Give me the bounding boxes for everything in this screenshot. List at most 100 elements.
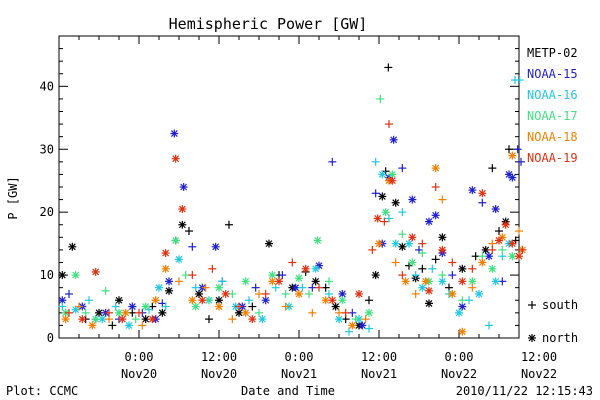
data-point [255, 308, 263, 317]
series-noaa-15 [58, 129, 525, 330]
plot-frame [58, 35, 520, 339]
data-point [245, 296, 253, 305]
data-point [471, 252, 480, 261]
legend-entry: NOAA-18 [527, 130, 578, 144]
data-point [478, 198, 487, 207]
series-metp-02 [58, 63, 520, 330]
data-point [481, 245, 490, 254]
data-point [458, 264, 467, 273]
data-point [508, 239, 517, 248]
data-point [65, 289, 73, 298]
data-point [468, 186, 477, 195]
data-point [248, 315, 257, 324]
data-point [191, 302, 200, 311]
data-point [488, 264, 497, 273]
data-point [188, 242, 197, 251]
y-tick-label: 0 [47, 331, 54, 345]
data-point [515, 227, 523, 236]
data-point [368, 245, 377, 254]
data-point [178, 220, 187, 229]
data-point [118, 315, 127, 324]
data-point [495, 236, 503, 245]
data-point [448, 271, 457, 280]
data-point [438, 195, 447, 204]
data-point [215, 296, 223, 305]
data-point [505, 145, 513, 154]
data-point [418, 239, 427, 248]
data-point [208, 264, 217, 273]
data-point [355, 289, 363, 298]
data-point [408, 195, 417, 204]
data-point [381, 208, 390, 217]
data-point [328, 296, 337, 305]
data-point [425, 217, 433, 226]
data-point [431, 255, 440, 264]
data-point [278, 271, 287, 280]
data-point [179, 183, 188, 191]
data-point [85, 296, 93, 305]
data-point [141, 315, 150, 324]
data-point [373, 214, 382, 223]
data-point [398, 271, 407, 280]
legend-symbol [528, 334, 536, 342]
x-tick-date: Nov20 [121, 367, 157, 381]
data-point [498, 277, 507, 286]
data-point [175, 255, 183, 264]
data-point [225, 220, 233, 229]
data-point [305, 289, 313, 298]
data-point [361, 315, 370, 324]
x-axis-label: Date and Time [241, 384, 335, 398]
data-point [458, 327, 467, 336]
data-point [491, 205, 500, 214]
data-point [398, 208, 407, 217]
data-point [91, 315, 100, 324]
data-point [385, 120, 393, 129]
data-point [198, 296, 207, 305]
data-point [188, 271, 197, 280]
data-point [105, 308, 113, 317]
data-point [178, 205, 187, 214]
data-point [365, 308, 373, 317]
y-tick-label: 40 [40, 79, 54, 93]
data-point [205, 315, 213, 324]
data-point [311, 277, 320, 286]
x-tick-date: Nov21 [361, 367, 397, 381]
data-point [228, 315, 237, 324]
data-point [448, 258, 457, 267]
data-point [431, 183, 440, 191]
data-point [508, 151, 517, 160]
data-point [478, 189, 487, 198]
data-point [325, 289, 333, 298]
data-point [78, 315, 87, 324]
plot-timestamp: 2010/11/22 12:15:43 [456, 384, 593, 398]
legend-symbol-label: north [542, 331, 578, 345]
data-point [468, 264, 477, 273]
legend-entry: NOAA-15 [527, 67, 578, 81]
data-point [405, 239, 413, 248]
data-point [468, 283, 477, 292]
data-point [488, 164, 497, 173]
data-point [398, 242, 407, 251]
data-point [191, 283, 200, 292]
data-point [281, 302, 290, 311]
data-point [391, 258, 400, 267]
data-point [495, 227, 503, 236]
x-axis: 0:00 Nov20 12:00 Nov20 0:00 Nov21 12:00 Nov21 0:… [58, 36, 557, 381]
data-point [101, 286, 110, 295]
data-point [458, 277, 467, 286]
data-point [271, 283, 280, 292]
data-point [185, 227, 193, 236]
data-point [398, 230, 407, 239]
data-point [448, 289, 457, 298]
data-point [428, 264, 437, 273]
data-point [171, 236, 180, 245]
series-noaa-18 [61, 151, 527, 336]
data-point [351, 315, 360, 324]
data-point [165, 286, 173, 295]
data-point [341, 308, 350, 317]
y-tick-label: 30 [40, 142, 54, 156]
data-points [58, 63, 527, 336]
data-point [161, 302, 170, 311]
data-point [425, 299, 433, 308]
